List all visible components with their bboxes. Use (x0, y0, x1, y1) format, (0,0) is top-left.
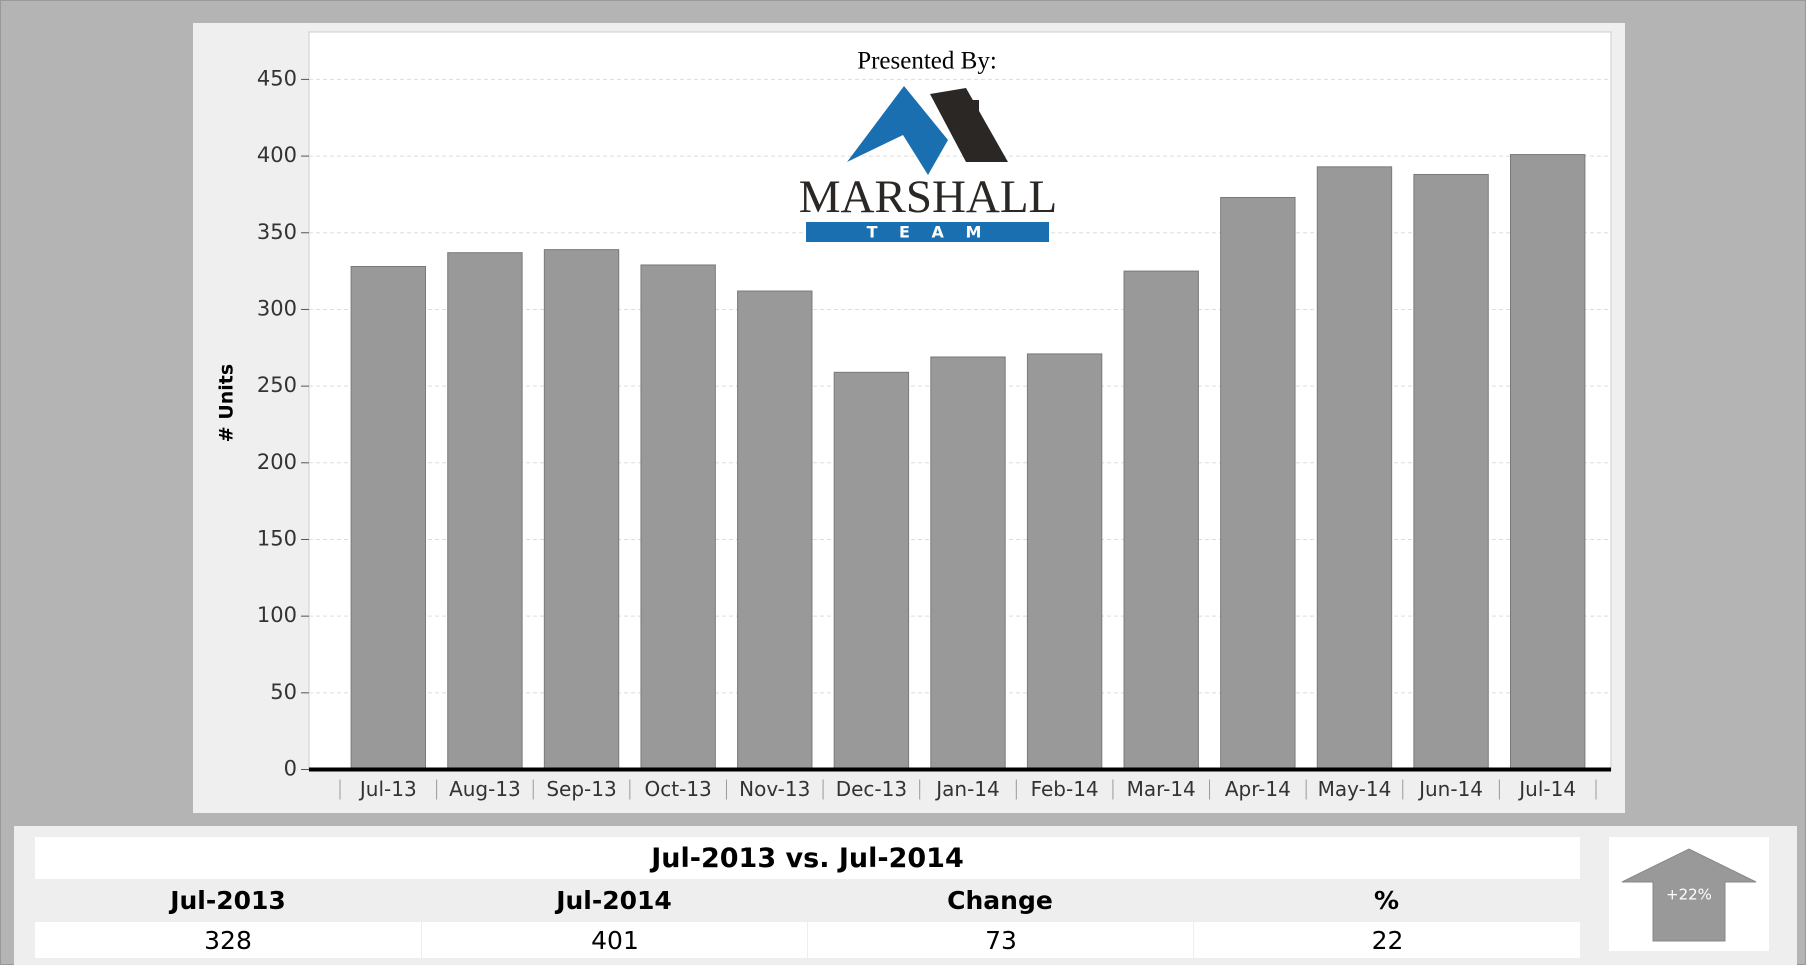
presented-by: Presented By: (857, 48, 997, 75)
bar (737, 290, 813, 770)
bar (1123, 270, 1199, 770)
x-tick-label: Dec-13 (836, 777, 907, 801)
bar (1026, 353, 1103, 770)
y-tick-label: 350 (257, 220, 297, 244)
y-tick-label: 150 (257, 526, 297, 550)
x-tick-label: Oct-13 (645, 777, 712, 801)
x-tick-label: Jul-14 (1517, 777, 1576, 801)
summary-header: % (1373, 885, 1400, 915)
chart: # Units Presented By: MARSHALL T E A M 0… (193, 23, 1625, 813)
logo-band (806, 222, 1049, 242)
x-tick-label: May-14 (1318, 777, 1392, 801)
bar (640, 264, 716, 770)
bar (447, 252, 523, 770)
y-axis-label: # Units (216, 364, 238, 442)
x-tick-label: Feb-14 (1031, 777, 1099, 801)
x-tick-label: Sep-13 (546, 777, 616, 801)
x-tick-label: Nov-13 (739, 777, 810, 801)
summary-header: Jul-2014 (556, 885, 672, 915)
indicator: +22% (1621, 848, 1757, 942)
bar (1413, 173, 1489, 770)
bar (350, 265, 427, 770)
x-tick-label: Jan-14 (934, 777, 1000, 801)
indicator-label: +22% (1666, 886, 1712, 904)
y-tick-label: 300 (257, 296, 297, 320)
logo-roof-blue (847, 86, 948, 175)
logo: Presented By: MARSHALL T E A M (799, 48, 1058, 242)
y-tick-label: 250 (257, 373, 297, 397)
summary-value: 401 (421, 922, 808, 958)
y-tick-label: 200 (257, 450, 297, 474)
summary-value: 73 (807, 922, 1194, 958)
y-tick-label: 0 (284, 757, 297, 781)
logo-name: MARSHALL (799, 171, 1058, 223)
bar (930, 356, 1006, 770)
summary-header: Jul-2013 (170, 885, 286, 915)
summary-title-row (35, 837, 1580, 879)
summary-title: Jul-2013 vs. Jul-2014 (651, 842, 964, 874)
logo-chimney (971, 100, 979, 126)
x-tick-label: Jun-14 (1417, 777, 1483, 801)
x-tick-label: Mar-14 (1127, 777, 1196, 801)
summary-header: Change (947, 885, 1053, 915)
x-tick-label: Aug-13 (449, 777, 521, 801)
x-tick-label: Apr-14 (1225, 777, 1291, 801)
bar (1316, 166, 1393, 771)
y-tick-label: 400 (257, 143, 297, 167)
y-tick-label: 100 (257, 603, 297, 627)
logo-roof-dark (930, 88, 1008, 162)
bar (833, 371, 910, 770)
summary-value: 22 (1193, 922, 1581, 958)
summary-value: 328 (204, 925, 252, 955)
x-tick-label: Jul-13 (358, 777, 417, 801)
bar (1509, 154, 1586, 770)
bar (1220, 196, 1296, 770)
logo-sub: T E A M (867, 223, 990, 242)
bar (543, 249, 620, 770)
y-tick-label: 50 (270, 680, 297, 704)
up-arrow (1621, 848, 1757, 942)
y-tick-label: 450 (257, 66, 297, 90)
